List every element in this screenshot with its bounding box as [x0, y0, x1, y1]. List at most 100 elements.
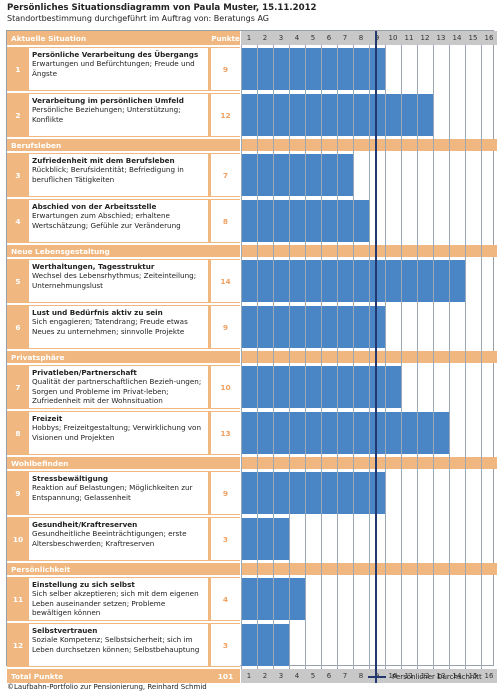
x-tick-label: 1: [246, 34, 252, 42]
row-detail: Reaktion auf Belastungen; Möglichkeiten …: [32, 483, 193, 502]
row-points: 10: [211, 366, 240, 408]
row-description: Selbstvertrauen Soziale Kompetenz; Selbst…: [29, 624, 208, 666]
section-header: Berufsleben: [7, 139, 240, 151]
situation-chart: Aktuelle SituationPunkte1234567891011121…: [6, 30, 497, 683]
x-tick-label: 6: [326, 34, 332, 42]
x-axis-top: [241, 31, 497, 45]
row-title: Abschied von der Arbeitsstelle: [32, 202, 157, 211]
chart-subtitle: Standortbestimmung durchgeführt im Auftr…: [7, 14, 269, 23]
average-line: [375, 31, 378, 683]
row-points: 3: [211, 624, 240, 666]
x-tick-label: 11: [404, 672, 414, 680]
x-tick-label: 5: [310, 34, 316, 42]
x-tick-label: 5: [310, 672, 316, 680]
row-detail: Hobbys; Freizeitgestaltung; Verwirklichu…: [32, 423, 202, 442]
row-points: 3: [211, 518, 240, 560]
row-detail: Persönliche Beziehungen; Unterstützung; …: [32, 105, 181, 124]
grid-line: [241, 45, 242, 669]
row-title: Privatleben/Partnerschaft: [32, 368, 137, 377]
x-tick-label: 12: [420, 34, 430, 42]
row-detail: Qualität der partnerschaftlichen Bezieh-…: [32, 377, 202, 405]
x-tick-label: 1: [246, 672, 252, 680]
legend: Persönlicher Durchschnitt: [368, 673, 482, 681]
data-bar: [241, 624, 289, 666]
section-header: Wohlbefinden: [7, 457, 240, 469]
x-tick-label: 10: [388, 34, 398, 42]
row-title: Einstellung zu sich selbst: [32, 580, 135, 589]
grid-line: [353, 45, 354, 669]
x-tick-label: 2: [262, 672, 268, 680]
row-title: Lust und Bedürfnis aktiv zu sein: [32, 308, 163, 317]
legend-average-line: [368, 676, 386, 678]
row-title: Persönliche Verarbeitung des Übergangs: [32, 50, 199, 59]
x-tick-label: 7: [342, 672, 348, 680]
row-description: Gesundheit/Kraftreserven Gesundheitliche …: [29, 518, 208, 560]
row-number: 9: [15, 488, 21, 498]
row-description: Zufriedenheit mit dem Berufsleben Rückbli…: [29, 154, 208, 196]
row-number: 12: [12, 640, 24, 650]
x-tick-label: 4: [294, 672, 300, 680]
row-detail: Wechsel des Lebensrhythmus; Zeiteinteilu…: [32, 271, 197, 290]
grid-line: [289, 45, 290, 669]
legend-label: Persönlicher Durchschnitt: [392, 673, 482, 681]
row-title: Selbstvertrauen: [32, 626, 98, 635]
row-detail: Sich selber akzeptieren; sich mit dem ei…: [32, 589, 199, 617]
x-tick-label: 12: [420, 672, 430, 680]
row-title: Verarbeitung im persönlichen Umfeld: [32, 96, 184, 105]
row-description: Freizeit Hobbys; Freizeitgestaltung; Verw…: [29, 412, 208, 454]
x-tick-label: 3: [278, 672, 284, 680]
x-tick-label: 7: [342, 34, 348, 42]
x-tick-label: 16: [484, 34, 494, 42]
section-header: Aktuelle Situation: [7, 31, 211, 45]
section-header: Neue Lebensgestaltung: [7, 245, 240, 257]
grid-line: [305, 45, 306, 669]
row-number: 11: [12, 594, 24, 604]
grid-line: [273, 45, 274, 669]
row-number: 5: [15, 276, 21, 286]
total-points: 101: [211, 669, 240, 683]
row-points: 14: [211, 260, 240, 302]
row-title: Zufriedenheit mit dem Berufsleben: [32, 156, 175, 165]
x-tick-label: 15: [468, 34, 478, 42]
data-bar: [241, 306, 385, 348]
grid-line: [385, 45, 386, 669]
row-detail: Sich engagieren; Tatendrang; Freude etwa…: [32, 317, 188, 336]
row-description: Stressbewältigung Reaktion auf Belastunge…: [29, 472, 208, 514]
x-tick-label: 11: [404, 34, 414, 42]
x-tick-label: 6: [326, 672, 332, 680]
row-points: 9: [211, 472, 240, 514]
row-number: 3: [15, 170, 21, 180]
x-tick-label: 4: [294, 34, 300, 42]
grid-line: [433, 45, 434, 669]
x-tick-label: 15: [468, 672, 478, 680]
grid-line: [369, 45, 370, 669]
row-points: 12: [211, 94, 240, 136]
row-points: 9: [211, 48, 240, 90]
row-detail: Erwartungen und Befürchtungen; Freude un…: [32, 59, 195, 78]
row-number: 4: [15, 216, 21, 226]
row-points: 13: [211, 412, 240, 454]
x-tick-label: 8: [358, 672, 364, 680]
x-tick-label: 13: [436, 34, 446, 42]
row-points: 9: [211, 306, 240, 348]
row-number: 2: [15, 110, 21, 120]
grid-line: [401, 45, 402, 669]
row-title: Werthaltungen, Tagesstruktur: [32, 262, 155, 271]
row-number: 8: [15, 428, 21, 438]
x-tick-label: 16: [484, 672, 494, 680]
row-points: 7: [211, 154, 240, 196]
x-tick-label: 8: [358, 34, 364, 42]
grid-line: [337, 45, 338, 669]
row-description: Lust und Bedürfnis aktiv zu sein Sich eng…: [29, 306, 208, 348]
row-description: Persönliche Verarbeitung des Übergangs Er…: [29, 48, 208, 90]
data-bar: [241, 518, 289, 560]
x-tick-label: 14: [452, 34, 462, 42]
x-tick-label: 3: [278, 34, 284, 42]
x-tick-label: 2: [262, 34, 268, 42]
section-header: Privatsphäre: [7, 351, 240, 363]
row-description: Abschied von der Arbeitsstelle Erwartunge…: [29, 200, 208, 242]
total-label: Total Punkte: [7, 669, 211, 683]
row-number: 1: [15, 64, 21, 74]
grid-line: [449, 45, 450, 669]
footer-copyright: ©Laufbahn-Portfolio zur Pensionierung, R…: [7, 683, 207, 691]
